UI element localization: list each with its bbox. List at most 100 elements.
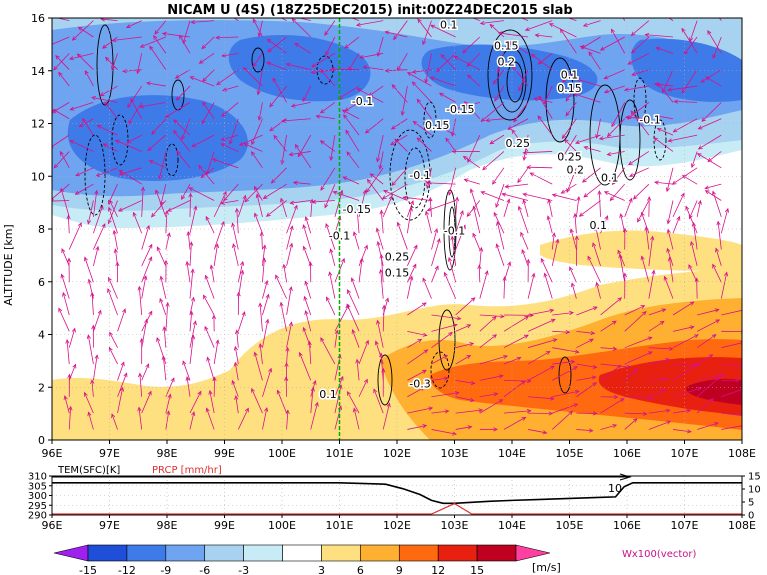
wind-vector-head [466,324,472,329]
wind-vector [347,391,360,414]
wind-vector [262,245,266,266]
contour-label: 0.1 [590,219,608,232]
wind-vector-head [170,377,175,383]
wind-vector [493,69,505,85]
wind-vector [466,200,481,217]
wind-vector [109,200,118,218]
wind-vector [367,179,384,201]
wind-vector [450,102,480,111]
wind-vector-head [628,160,633,166]
wind-vector-head [325,222,330,228]
wind-vector [189,242,192,266]
wind-vector-head [561,78,567,83]
wind-vector-head [594,226,599,232]
y-tick-label: 5 [748,498,754,509]
colorbar-arrow-left [53,544,89,562]
wind-vector [562,69,577,83]
colorbar-tick-label: -6 [199,564,210,575]
wind-vector-head [105,56,110,62]
wind-vector-head [365,339,369,345]
wind-vector [373,388,384,414]
wind-vector-head [479,20,485,26]
wind-vector-head [384,30,390,35]
wind-vector [324,184,336,208]
wind-vector-head [466,62,472,67]
wind-vector-head [52,199,54,201]
wind-vector-head [735,377,740,383]
wind-vector [366,167,384,193]
wind-vector-head [470,380,476,385]
wind-vector [206,408,215,430]
wind-vector-head [120,361,125,367]
wind-vector-head [140,186,146,192]
wind-vector-head [77,222,82,228]
wind-vector [189,391,202,414]
wind-vector-head [542,430,548,435]
wind-vector-head [297,152,302,158]
wind-vector-head [719,373,725,378]
wind-vector-head [276,389,281,395]
wind-vector-head [139,104,144,109]
wind-vector-head [712,263,717,269]
wind-vector [320,102,336,114]
wind-vector-head [662,88,666,94]
wind-vector [333,191,360,201]
wind-vector [480,102,505,122]
wind-vector-head [264,406,269,412]
wind-vector [191,20,215,23]
contour-label: -0.15 [343,203,371,216]
wind-vector [440,54,456,70]
wind-vector-head [469,397,475,403]
wind-vector [182,360,191,381]
wind-vector-head [122,308,127,314]
wind-vector [159,151,167,179]
wind-vector [370,173,384,185]
x-tick-label: 96E [42,519,63,532]
x-tick-label: 108E [728,447,756,460]
wind-vector-head [60,273,65,279]
wind-vector-head [376,157,381,163]
wind-vector [583,20,601,27]
wind-vector-head [697,199,702,205]
wind-vector-head [205,170,210,176]
wind-vector [600,364,622,381]
wind-vector-head [97,309,102,315]
wind-vector [108,347,118,365]
wind-vector [141,275,147,299]
contour-label: -0.1 [444,224,465,237]
wind-vector-head [689,325,695,330]
wind-vector [523,151,553,154]
wind-vector [431,332,453,349]
wind-vector-head [368,92,374,97]
wind-vector-head [212,376,217,382]
wind-vector-head [78,123,84,128]
wind-vector-head [548,23,554,28]
wind-vector [707,151,722,162]
wind-vector-head [138,372,143,378]
wind-vector-head [485,118,490,123]
wind-vector-head [566,188,571,193]
wind-vector-head [47,199,51,202]
wind-vector-head [574,349,580,354]
wind-vector [251,118,263,145]
wind-vector [156,337,167,365]
wind-vector-head [77,26,83,31]
wind-vector-head [659,320,665,326]
wind-vector [365,118,384,134]
wind-vector-head [667,138,673,143]
wind-vector [431,429,457,435]
wind-vector-head [102,143,108,148]
wind-vector [84,392,94,414]
wind-vector [204,326,215,348]
wind-vector [462,36,481,54]
wind-vector [624,198,633,218]
wind-vector-head [570,359,576,365]
wind-vector-head [76,53,82,58]
wind-vector-head [197,390,202,396]
wind-vector [479,399,503,414]
wind-vector [263,183,287,199]
wind-vector-head [604,215,609,221]
wind-vector-head [145,363,150,369]
main-panel: 0.10.150.20.10.15-0.1-0.150.150.250.250.… [2,12,756,460]
wind-vector-head [438,92,444,97]
